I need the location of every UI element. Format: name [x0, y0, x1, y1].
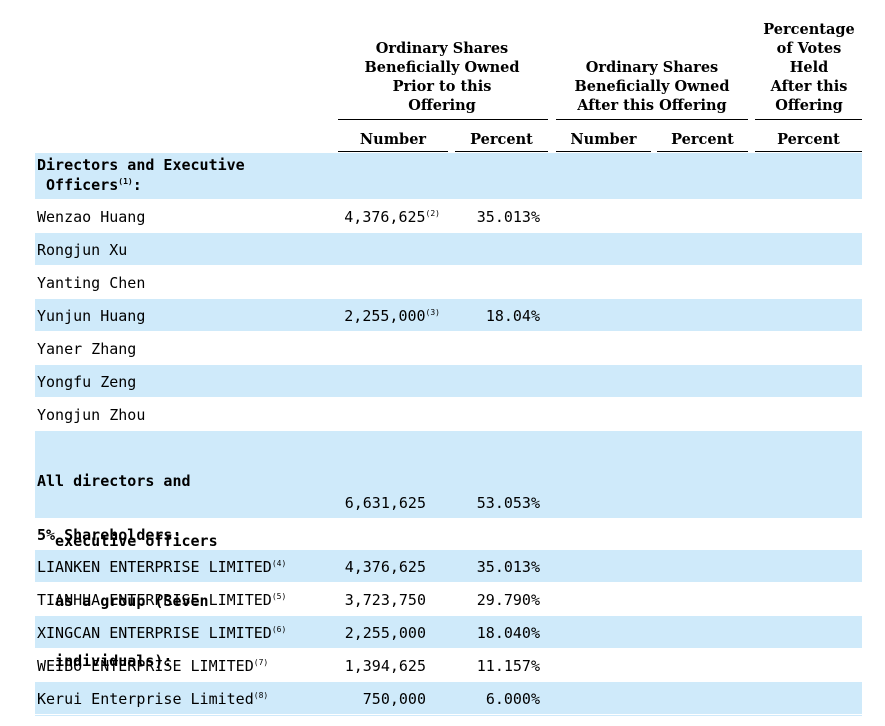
table-row: All directors and executive officers as … [35, 431, 862, 670]
header-rule-prior [338, 119, 548, 120]
footnote-marker: (5) [271, 592, 287, 601]
footnote-marker: (7) [253, 658, 269, 667]
row-label: LIANKEN ENTERPRISE LIMITED(4) [37, 558, 287, 576]
percent-prior: 53.053% [476, 494, 540, 512]
footnote-marker: (1) [118, 177, 133, 186]
label-line: Directors and Executive [37, 156, 245, 174]
header-line: Percentage [763, 21, 855, 38]
footnote-marker: (2) [425, 209, 440, 218]
subheader-rule [338, 151, 448, 152]
header-after-offering: Ordinary Shares Beneficially Owned After… [556, 58, 748, 115]
table-row: XINGCAN ENTERPRISE LIMITED(6) 2,255,000 … [35, 616, 862, 648]
number-prior: 6,631,625 [344, 494, 426, 512]
subheader-rule [657, 151, 748, 152]
label-line: as a group (Seven [37, 592, 209, 610]
table-row: WEIBO ENTERPRISE LIMITED(7) 1,394,625 11… [35, 649, 862, 681]
number-prior: 4,376,625(2) [344, 208, 440, 226]
header-line: Beneficially Owned [364, 59, 520, 76]
row-label: TIANHUA ENTERPRISE LIMITED(5) [37, 591, 287, 609]
percent-prior: 35.013% [476, 208, 540, 226]
table-row: Kerui Enterprise Limited(8) 750,000 6.00… [35, 682, 862, 714]
number-prior: 2,255,000(3) [344, 307, 440, 325]
row-label: Yunjun Huang [37, 307, 146, 325]
table-row: Wenzao Huang 4,376,625(2) 35.013% [35, 200, 862, 232]
header-line: Beneficially Owned [574, 78, 730, 95]
table-row: Yaner Zhang [35, 332, 862, 364]
header-line: Offering [775, 97, 843, 114]
table-row: Directors and Executive Officers(1): [35, 153, 862, 199]
table-row: Yongfu Zeng [35, 365, 862, 397]
table-row: Yanting Chen [35, 266, 862, 298]
percent-prior: 18.04% [485, 307, 540, 325]
table-row: LIANKEN ENTERPRISE LIMITED(4) 4,376,625 … [35, 550, 862, 582]
row-label: WEIBO ENTERPRISE LIMITED(7) [37, 657, 269, 675]
row-label: All directors and executive officers as … [37, 431, 218, 711]
row-label: Yaner Zhang [37, 340, 137, 358]
table-row: Rongjun Xu [35, 233, 862, 265]
number-prior: 3,723,750 [344, 591, 426, 609]
table-row: 5% Shareholders: [35, 519, 862, 549]
row-label: Yanting Chen [37, 274, 146, 292]
table-bottom-rule [35, 715, 862, 716]
subheader-percent-votes: Percent [777, 131, 840, 148]
subheader-percent-prior: Percent [470, 131, 533, 148]
label-line: All directors and [37, 472, 191, 490]
header-prior-offering: Ordinary Shares Beneficially Owned Prior… [336, 39, 548, 115]
percent-prior: 11.157% [476, 657, 540, 675]
footnote-marker: (4) [271, 559, 287, 568]
table-row: Yunjun Huang 2,255,000(3) 18.04% [35, 299, 862, 331]
row-label: Kerui Enterprise Limited(8) [37, 690, 269, 708]
row-label: 5% Shareholders: [37, 526, 182, 544]
percent-prior: 35.013% [476, 558, 540, 576]
header-line: After this Offering [577, 97, 727, 114]
number-prior: 750,000 [362, 690, 426, 708]
subheader-percent-after: Percent [671, 131, 734, 148]
row-label: Yongjun Zhou [37, 406, 146, 424]
footnote-marker: (6) [271, 625, 287, 634]
header-line: Held [789, 59, 829, 76]
row-label: Rongjun Xu [37, 241, 128, 259]
header-line: of Votes [776, 40, 842, 57]
footnote-marker: (8) [253, 691, 269, 700]
label-line: individuals): [37, 652, 173, 670]
header-line: Ordinary Shares [375, 40, 509, 57]
subheader-number-prior: Number [359, 131, 427, 148]
number-prior: 4,376,625 [344, 558, 426, 576]
label-line: executive officers [37, 532, 218, 550]
percent-prior: 6.000% [485, 690, 540, 708]
row-label: Directors and Executive Officers(1): [37, 155, 245, 195]
number-prior: 2,255,000 [344, 624, 426, 642]
header-line: Ordinary Shares [585, 59, 719, 76]
subheader-rule [755, 151, 862, 152]
header-rule-after [556, 119, 748, 120]
subheader-rule [556, 151, 651, 152]
subheader-number-after: Number [570, 131, 637, 148]
number-prior: 1,394,625 [344, 657, 426, 675]
percent-prior: 29.790% [476, 591, 540, 609]
table-row: TIANHUA ENTERPRISE LIMITED(5) 3,723,750 … [35, 583, 862, 615]
footnote-marker: (3) [425, 308, 440, 317]
row-label: XINGCAN ENTERPRISE LIMITED(6) [37, 624, 287, 642]
header-line: After this [770, 78, 848, 95]
table-row: Yongjun Zhou [35, 398, 862, 430]
row-label: Yongfu Zeng [37, 373, 137, 391]
subheader-rule [455, 151, 548, 152]
row-label: Wenzao Huang [37, 208, 146, 226]
label-line: Officers(1): [37, 176, 142, 194]
header-votes: Percentage of Votes Held After this Offe… [754, 20, 864, 115]
percent-prior: 18.040% [476, 624, 540, 642]
header-line: Offering [408, 97, 476, 114]
header-line: Prior to this [392, 78, 492, 95]
header-rule-votes [755, 119, 862, 120]
